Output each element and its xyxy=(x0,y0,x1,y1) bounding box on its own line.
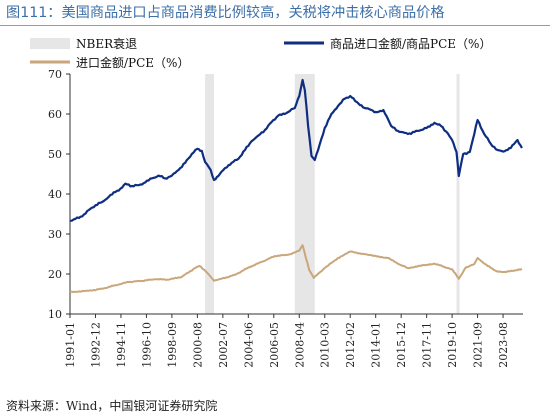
x-tick-label-2000-08: 2000-08 xyxy=(191,322,204,368)
recession-shading-layer xyxy=(205,74,460,314)
y-tick-label-10: 10 xyxy=(48,308,62,321)
x-tick-label-1998-09: 1998-09 xyxy=(166,322,179,368)
chart-title: 图111：美国商品进口占商品消费比例较高，关税将冲击核心商品价格 xyxy=(6,5,445,21)
y-tick-label-50: 50 xyxy=(48,148,62,161)
y-tick-label-30: 30 xyxy=(48,228,62,241)
x-tick-label-2023-08: 2023-08 xyxy=(497,322,510,368)
series-layer xyxy=(69,78,523,294)
x-tick-label-1991-01: 1991-01 xyxy=(64,322,77,368)
x-tick-label-2010-03: 2010-03 xyxy=(319,322,332,368)
x-tick-label-2015-12: 2015-12 xyxy=(395,322,408,368)
x-tick-label-2006-05: 2006-05 xyxy=(268,322,281,368)
legend-swatch-recession xyxy=(30,38,70,49)
y-tick-label-40: 40 xyxy=(48,188,62,201)
recession-band-1 xyxy=(205,74,214,314)
x-tick-label-2004-06: 2004-06 xyxy=(242,322,255,368)
x-tick-label-2012-02: 2012-02 xyxy=(344,322,357,368)
chart-legend: NBER衰退 商品进口金额/商品PCE（%） 进口金额/PCE（%） xyxy=(30,36,491,70)
x-tick-label-2008-04: 2008-04 xyxy=(293,322,306,368)
title-divider xyxy=(0,25,550,26)
recession-band-2 xyxy=(294,74,315,314)
x-tick-label-2017-11: 2017-11 xyxy=(421,322,434,368)
line-chart: NBER衰退 商品进口金额/商品PCE（%） 进口金额/PCE（%） 10 20 3… xyxy=(30,36,523,368)
x-tick-label-2019-10: 2019-10 xyxy=(446,322,459,368)
x-tick-label-2002-07: 2002-07 xyxy=(217,322,230,368)
series-line-2 xyxy=(69,244,523,294)
x-tick-label-1992-12: 1992-12 xyxy=(89,322,102,368)
series-line-1 xyxy=(69,78,523,222)
y-tick-label-60: 60 xyxy=(48,108,62,121)
legend-label-series-1: 商品进口金额/商品PCE（%） xyxy=(330,36,491,51)
legend-label-recession: NBER衰退 xyxy=(76,36,137,51)
axes: 10 20 30 40 50 60 70 1991-01 1992-12 1994-11 1996-… xyxy=(48,68,523,368)
source-note: 资料来源：Wind，中国银河证券研究院 xyxy=(6,399,218,413)
x-tick-label-1996-10: 1996-10 xyxy=(140,322,153,368)
x-tick-label-2014-01: 2014-01 xyxy=(370,322,383,368)
y-tick-label-70: 70 xyxy=(48,68,62,81)
x-tick-label-1994-11: 1994-11 xyxy=(115,322,128,368)
x-tick-label-2021-09: 2021-09 xyxy=(472,322,485,368)
legend-label-series-2: 进口金额/PCE（%） xyxy=(76,55,189,70)
y-tick-label-20: 20 xyxy=(48,268,62,281)
recession-band-3 xyxy=(456,74,460,314)
